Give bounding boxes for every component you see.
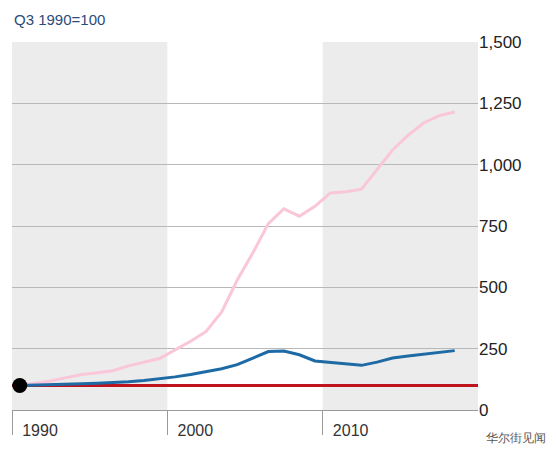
svg-text:2000: 2000 [178, 422, 214, 439]
svg-text:1990: 1990 [22, 422, 58, 439]
svg-text:500: 500 [479, 278, 507, 297]
svg-text:1,000: 1,000 [479, 156, 522, 175]
svg-text:华尔街见闻: 华尔街见闻 [486, 431, 546, 445]
svg-text:1,250: 1,250 [479, 94, 522, 113]
svg-text:750: 750 [479, 217, 507, 236]
svg-text:Q3 1990=100: Q3 1990=100 [14, 11, 105, 28]
svg-text:250: 250 [479, 340, 507, 359]
svg-text:1,500: 1,500 [479, 33, 522, 52]
svg-text:2010: 2010 [333, 422, 369, 439]
svg-text:0: 0 [479, 401, 488, 420]
